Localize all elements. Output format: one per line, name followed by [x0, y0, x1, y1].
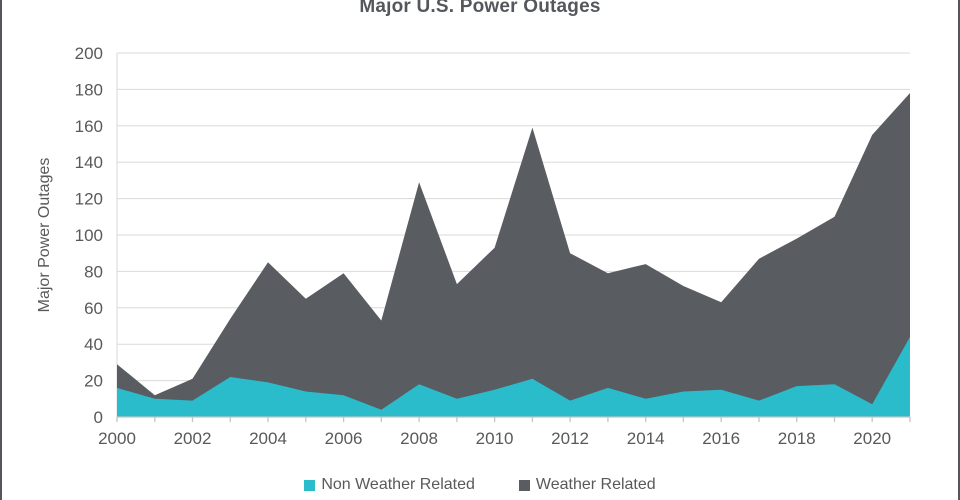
y-tick-label: 0 — [94, 408, 103, 427]
weather-swatch-icon — [518, 480, 530, 491]
y-tick-label: 200 — [75, 44, 103, 63]
legend-label-non-weather: Non Weather Related — [321, 476, 475, 493]
x-tick-label: 2008 — [400, 429, 438, 448]
power-outages-area-chart: 0 20 40 60 80 100 120 140 160 180 200 2000 2002 2004 2… — [36, 44, 911, 448]
x-tick-label: 2004 — [249, 429, 287, 448]
y-tick-label: 160 — [75, 117, 103, 136]
weather-area — [117, 93, 910, 417]
x-tick-label: 2006 — [325, 429, 363, 448]
chart-legend: Non Weather Related Weather Related — [2, 476, 958, 494]
y-tick-label: 120 — [75, 190, 103, 209]
y-tick-label: 100 — [75, 226, 103, 245]
x-tick-label: 2000 — [98, 429, 136, 448]
y-tick-label: 80 — [84, 262, 103, 281]
y-tick-label: 180 — [75, 80, 103, 99]
x-tick-label: 2012 — [551, 429, 589, 448]
y-tick-label: 40 — [84, 335, 103, 354]
y-tick-label: 60 — [84, 299, 103, 318]
y-tick-label: 140 — [75, 153, 103, 172]
x-tick-label: 2014 — [627, 429, 665, 448]
y-tick-label: 20 — [84, 372, 103, 391]
x-tick-label: 2020 — [853, 429, 891, 448]
non-weather-area — [117, 336, 910, 417]
y-axis-title: Major Power Outages — [36, 158, 53, 313]
legend-item-non-weather: Non Weather Related — [304, 476, 475, 494]
non-weather-swatch-icon — [304, 480, 316, 491]
legend-label-weather: Weather Related — [535, 476, 656, 493]
x-tick-label: 2016 — [702, 429, 740, 448]
legend-item-weather: Weather Related — [518, 476, 656, 494]
x-tick-label: 2010 — [476, 429, 514, 448]
x-tick-label: 2002 — [174, 429, 212, 448]
chart-title: Major U.S. Power Outages — [359, 0, 601, 17]
x-tick-label: 2018 — [778, 429, 816, 448]
